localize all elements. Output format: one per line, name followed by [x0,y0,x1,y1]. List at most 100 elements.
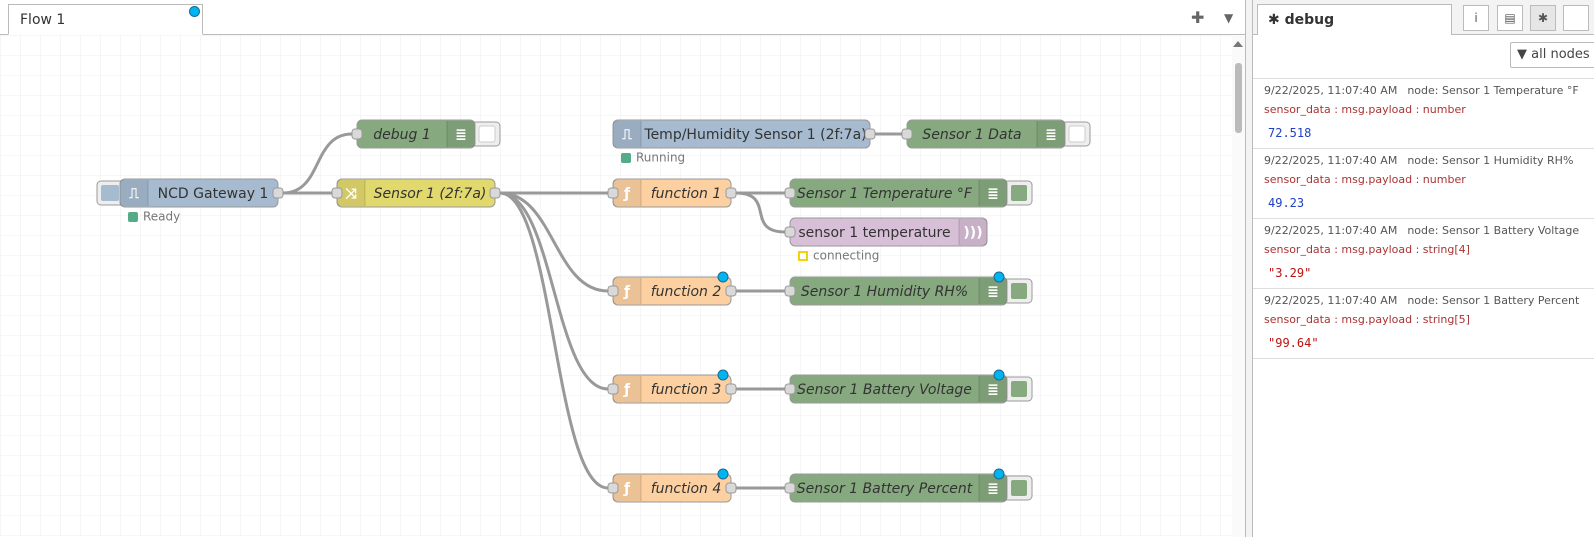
debug-message: 9/22/2025, 11:07:40 AM node: Sensor 1 Bat… [1253,289,1594,359]
node-icon: ⤨ [345,186,357,202]
node-icon: ƒ [623,481,631,497]
message-value-text: "3.29" [1268,266,1312,280]
debug-message: 9/22/2025, 11:07:40 AM node: Sensor 1 Tem… [1253,79,1594,149]
message-meta: sensor_data : msg.payload : string[4] [1264,243,1583,256]
node-label: Sensor 1 Temperature °F [797,186,973,202]
debug-toggle-face [478,125,496,143]
message-value: "3.29" [1268,266,1583,280]
node-label: Sensor 1 Humidity RH% [801,284,968,300]
node-icon-area [447,121,475,147]
node-icon: ⎍ [129,186,139,202]
output-port [272,187,284,199]
message-value-text: 72.518 [1268,126,1312,140]
splitter[interactable] [1245,0,1253,537]
node-label: function 1 [651,186,722,202]
node-icon: ≣ [987,186,999,202]
tab-menu-button[interactable]: ▼ [1224,11,1234,25]
message-list: 9/22/2025, 11:07:40 AM node: Sensor 1 Tem… [1253,78,1594,359]
status-dot [128,212,138,222]
inject-button-face [101,185,119,201]
filter-button[interactable]: ▼ all nodes [1510,42,1594,68]
message-meta: sensor_data : msg.payload : number [1264,173,1583,186]
flow-tab-title: Flow 1 [20,12,66,28]
message-value: 72.518 [1268,126,1583,140]
input-port [351,128,363,140]
status-dot [621,153,631,163]
node-label: Sensor 1 Battery Voltage [797,382,972,398]
input-port [607,285,619,297]
sidebar: ✱ debug i ▤ ✱ ▼ all nodes 9/22/2025, 11:… [1253,0,1594,537]
input-port [784,482,796,494]
input-port [607,187,619,199]
debug-toggle-face [1011,185,1027,201]
more-button[interactable] [1563,5,1589,31]
status-ring [798,251,808,261]
node-label: Temp/Humidity Sensor 1 (2f:7a) [643,127,866,143]
message-meta-text: sensor_data : msg.payload : number [1264,173,1466,186]
scroll-up[interactable] [1233,41,1243,47]
message-value: 49.23 [1268,196,1583,210]
node-icon-area [979,376,1007,402]
changed-dot [993,271,1005,283]
node-icon-area [613,121,641,147]
node-icon-area [1037,121,1065,147]
node-label: function 4 [651,481,722,497]
debug-button[interactable]: ✱ [1530,5,1556,31]
output-port [725,383,737,395]
message-header: 9/22/2025, 11:07:40 AM node: Sensor 1 Bat… [1264,224,1583,237]
node-icon: ))) [963,225,982,241]
input-port [901,128,913,140]
output-port [725,482,737,494]
message-time: 9/22/2025, 11:07:40 AM [1264,84,1398,97]
node-icon-area [120,180,148,206]
node-label: debug 1 [373,127,431,143]
message-time: 9/22/2025, 11:07:40 AM [1264,294,1398,307]
node-icon: ƒ [623,382,631,398]
message-meta-text: sensor_data : msg.payload : string[4] [1264,243,1470,256]
tab-bar: Flow 1 ✚ ▼ [0,0,1245,35]
add-tab-button[interactable]: ✚ [1191,8,1205,27]
info-button[interactable]: i [1463,5,1489,31]
node-label: NCD Gateway 1 [158,186,269,202]
node-status: Running [636,151,685,165]
changed-dot [993,468,1005,480]
wire [499,191,609,490]
debug-message: 9/22/2025, 11:07:40 AM node: Sensor 1 Hum… [1253,149,1594,219]
wire [735,191,786,234]
filter-label: all nodes [1531,47,1590,62]
message-value: "99.64" [1268,336,1583,350]
node-icon: ƒ [623,284,631,300]
node-icon-area [979,278,1007,304]
input-port [784,383,796,395]
debug-toggle-face [1011,480,1027,496]
changed-dot [717,271,729,283]
message-value-text: "99.64" [1268,336,1319,350]
node-icon: ≣ [987,481,999,497]
message-node: node: Sensor 1 Battery Voltage [1407,224,1580,237]
node-label: function 3 [651,382,722,398]
message-node: node: Sensor 1 Temperature °F [1407,84,1579,97]
input-port [607,383,619,395]
output-port [725,285,737,297]
node-label: Sensor 1 Data [922,127,1021,143]
workspace: ≣ debug 1 ⎍ NCD Gateway 1 Ready ⤨ Sensor 1 (2f… [0,35,1245,537]
message-node: node: Sensor 1 Battery Percent [1407,294,1580,307]
input-port [607,482,619,494]
debug-tab-title: debug [1284,12,1335,28]
output-port [864,128,876,140]
debug-message: 9/22/2025, 11:07:40 AM node: Sensor 1 Bat… [1253,219,1594,289]
node-icon: ≣ [455,127,467,143]
debug-tab[interactable]: ✱ debug [1257,4,1452,35]
help-button[interactable]: ▤ [1497,5,1523,31]
node-icon: ƒ [623,186,631,202]
message-time: 9/22/2025, 11:07:40 AM [1264,224,1398,237]
scrollbar[interactable] [1232,35,1245,537]
input-port [331,187,343,199]
flow-tab[interactable]: Flow 1 [8,4,203,35]
node-label: sensor 1 temperature [798,225,950,241]
message-meta: sensor_data : msg.payload : string[5] [1264,313,1583,326]
scroll-thumb[interactable] [1235,63,1242,133]
input-port [784,187,796,199]
message-header: 9/22/2025, 11:07:40 AM node: Sensor 1 Tem… [1264,84,1583,97]
